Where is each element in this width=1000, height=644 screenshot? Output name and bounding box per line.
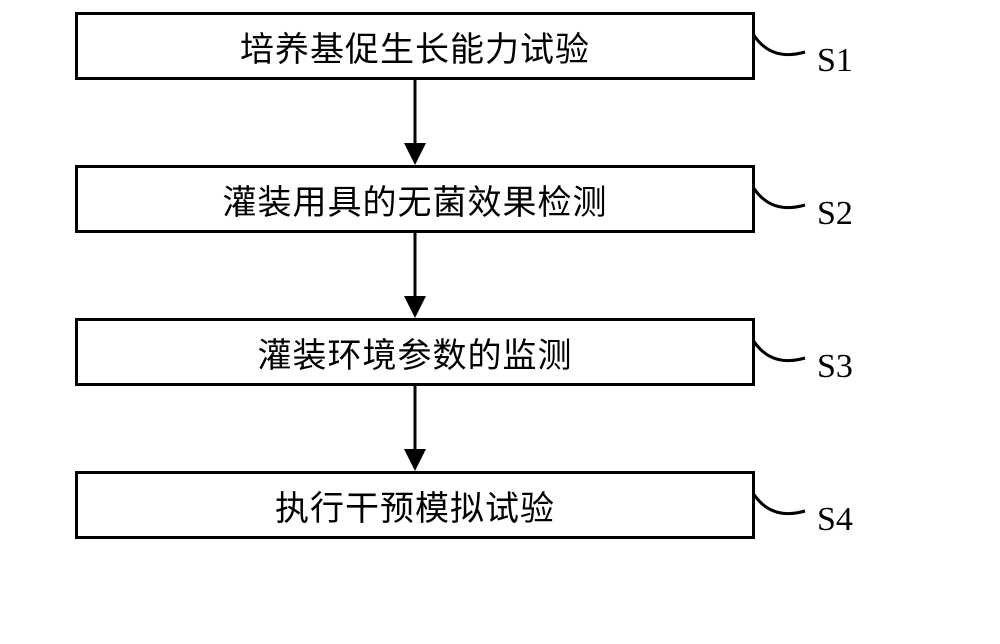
connector-4	[753, 493, 813, 528]
step-text-3: 灌装环境参数的监测	[258, 328, 573, 377]
step-row-1: 培养基促生长能力试验 S1	[75, 12, 925, 80]
step-label-3: S3	[817, 348, 853, 386]
step-text-4: 执行干预模拟试验	[275, 481, 555, 530]
arrow-3	[395, 386, 435, 471]
connector-1	[753, 34, 813, 69]
step-text-2: 灌装用具的无菌效果检测	[223, 175, 608, 224]
arrow-2	[395, 233, 435, 318]
step-row-3: 灌装环境参数的监测 S3	[75, 318, 925, 386]
connector-2	[753, 187, 813, 222]
step-box-3: 灌装环境参数的监测	[75, 318, 755, 386]
flowchart-container: 培养基促生长能力试验 S1 灌装用具的无菌效果检测 S2	[75, 12, 925, 539]
step-label-1: S1	[817, 42, 853, 80]
step-box-2: 灌装用具的无菌效果检测	[75, 165, 755, 233]
step-text-1: 培养基促生长能力试验	[240, 22, 590, 71]
arrow-1	[395, 80, 435, 165]
arrow-container-3	[75, 386, 755, 471]
step-row-2: 灌装用具的无菌效果检测 S2	[75, 165, 925, 233]
connector-3	[753, 340, 813, 375]
step-label-4: S4	[817, 501, 853, 539]
step-box-4: 执行干预模拟试验	[75, 471, 755, 539]
step-row-4: 执行干预模拟试验 S4	[75, 471, 925, 539]
step-box-1: 培养基促生长能力试验	[75, 12, 755, 80]
step-label-2: S2	[817, 195, 853, 233]
arrow-container-2	[75, 233, 755, 318]
arrow-container-1	[75, 80, 755, 165]
